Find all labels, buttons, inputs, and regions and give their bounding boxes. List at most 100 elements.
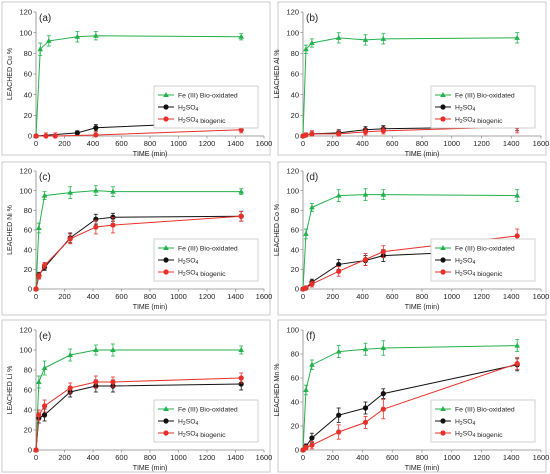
x-tick-label: 1400 <box>503 453 520 462</box>
legend-marker <box>440 116 446 122</box>
legend-marker <box>440 257 446 263</box>
series-bio-oxidated <box>33 185 244 291</box>
y-tick-label: 40 <box>24 90 32 99</box>
data-point <box>41 262 48 268</box>
x-tick-label: 1400 <box>227 139 244 148</box>
data-point <box>33 286 39 292</box>
y-tick-label: 40 <box>24 245 32 254</box>
panel-label: (c) <box>39 172 51 183</box>
series-h2so4-biogenic <box>300 357 520 453</box>
panel-label: (a) <box>39 13 51 24</box>
x-tick-label: 1400 <box>503 292 520 301</box>
y-tick-label: 100 <box>19 346 32 355</box>
data-point <box>41 403 48 409</box>
y-tick-label: 20 <box>291 111 299 120</box>
x-tick-label: 400 <box>87 292 100 301</box>
data-point <box>309 361 315 367</box>
data-point <box>380 406 386 412</box>
x-tick-label: 200 <box>58 139 71 148</box>
legend-marker <box>163 418 169 424</box>
y-tick-label: 120 <box>19 167 32 176</box>
y-tick-label: 80 <box>24 49 32 58</box>
data-point <box>110 188 116 194</box>
x-tick-label: 1000 <box>170 453 187 462</box>
data-point <box>238 375 244 381</box>
x-tick-label: 1400 <box>227 292 244 301</box>
data-point <box>335 34 342 40</box>
legend: Fe (III) Bio-oxidated H2SO4 H2SO4 biogenic <box>430 238 536 282</box>
legend-entry: H2SO4 biogenic <box>455 269 503 278</box>
data-point <box>362 129 369 135</box>
x-tick-label: 800 <box>144 139 157 148</box>
y-tick-label: 80 <box>291 350 299 359</box>
data-point <box>309 435 315 441</box>
y-tick-label: 20 <box>291 422 299 431</box>
y-tick-label: 100 <box>19 186 32 195</box>
panel-f-frame <box>277 319 547 473</box>
y-axis-label: LEACHED Li % <box>7 366 14 415</box>
y-tick-label: 40 <box>24 406 32 415</box>
series-h2so4-biogenic <box>33 210 244 292</box>
panel-e: 0 200 400 600 800 1000 1200 1400 1600 0 20 40 60 80 10… <box>1 319 272 473</box>
legend-entry: Fe (III) Bio-oxidated <box>455 92 515 99</box>
x-tick-label: 800 <box>416 139 429 148</box>
legend-entry: H2SO4 <box>178 104 199 113</box>
y-tick-label: 60 <box>24 226 32 235</box>
data-point <box>74 130 80 136</box>
x-tick-label: 200 <box>326 292 339 301</box>
data-point <box>52 133 58 139</box>
x-tick-label: 600 <box>115 453 128 462</box>
y-axis-label: LEACHED Al % <box>274 49 281 98</box>
data-point <box>514 233 520 239</box>
x-tick-label: 400 <box>356 139 369 148</box>
y-tick-label: 0 <box>28 446 32 455</box>
data-point <box>238 33 244 39</box>
data-point <box>93 379 99 385</box>
data-point <box>43 133 49 139</box>
y-tick-label: 20 <box>291 265 299 274</box>
x-tick-label: 400 <box>356 453 369 462</box>
y-tick-label: 60 <box>291 374 299 383</box>
series-bio-oxidated <box>300 32 520 138</box>
data-point <box>309 281 315 287</box>
data-point <box>380 391 386 397</box>
legend-entry: H2SO4 biogenic <box>178 269 226 278</box>
x-tick-label: 1000 <box>443 139 460 148</box>
y-tick-label: 120 <box>19 326 32 335</box>
y-axis-label: LEACHED Cu % <box>7 48 14 100</box>
x-tick-label: 600 <box>386 453 399 462</box>
x-axis-label: TIME (min) <box>133 151 168 158</box>
legend-entry: Fe (III) Bio-oxidated <box>178 92 238 99</box>
x-tick-label: 0 <box>34 453 38 462</box>
data-point <box>336 268 342 274</box>
data-point <box>93 32 99 38</box>
x-tick-label: 200 <box>58 453 71 462</box>
legend-entry: Fe (III) Bio-oxidated <box>178 406 238 413</box>
y-tick-label: 0 <box>295 446 299 455</box>
legend: Fe (III) Bio-oxidated H2SO4 H2SO4 biogenic <box>153 238 259 282</box>
legend-marker <box>440 245 446 250</box>
series-h2so4-biogenic <box>300 120 520 139</box>
y-tick-label: 80 <box>291 49 299 58</box>
legend-marker <box>163 406 169 411</box>
legend-marker <box>440 269 446 275</box>
legend-entry: H2SO4 <box>455 257 476 266</box>
data-point <box>93 132 99 138</box>
x-axis-label: TIME (min) <box>405 465 440 472</box>
x-tick-label: 400 <box>87 139 100 148</box>
data-point <box>93 125 99 131</box>
data-point <box>380 128 386 134</box>
data-point <box>380 191 387 197</box>
legend-marker <box>163 104 169 110</box>
y-tick-label: 40 <box>291 245 299 254</box>
data-point <box>380 345 387 350</box>
data-point <box>514 34 520 40</box>
data-point <box>362 346 369 352</box>
x-tick-label: 200 <box>58 292 71 301</box>
legend-marker <box>163 245 169 250</box>
y-tick-label: 60 <box>291 226 299 235</box>
data-point <box>336 412 342 418</box>
x-tick-label: 800 <box>144 292 157 301</box>
data-point <box>93 224 99 230</box>
y-tick-label: 100 <box>19 28 32 37</box>
